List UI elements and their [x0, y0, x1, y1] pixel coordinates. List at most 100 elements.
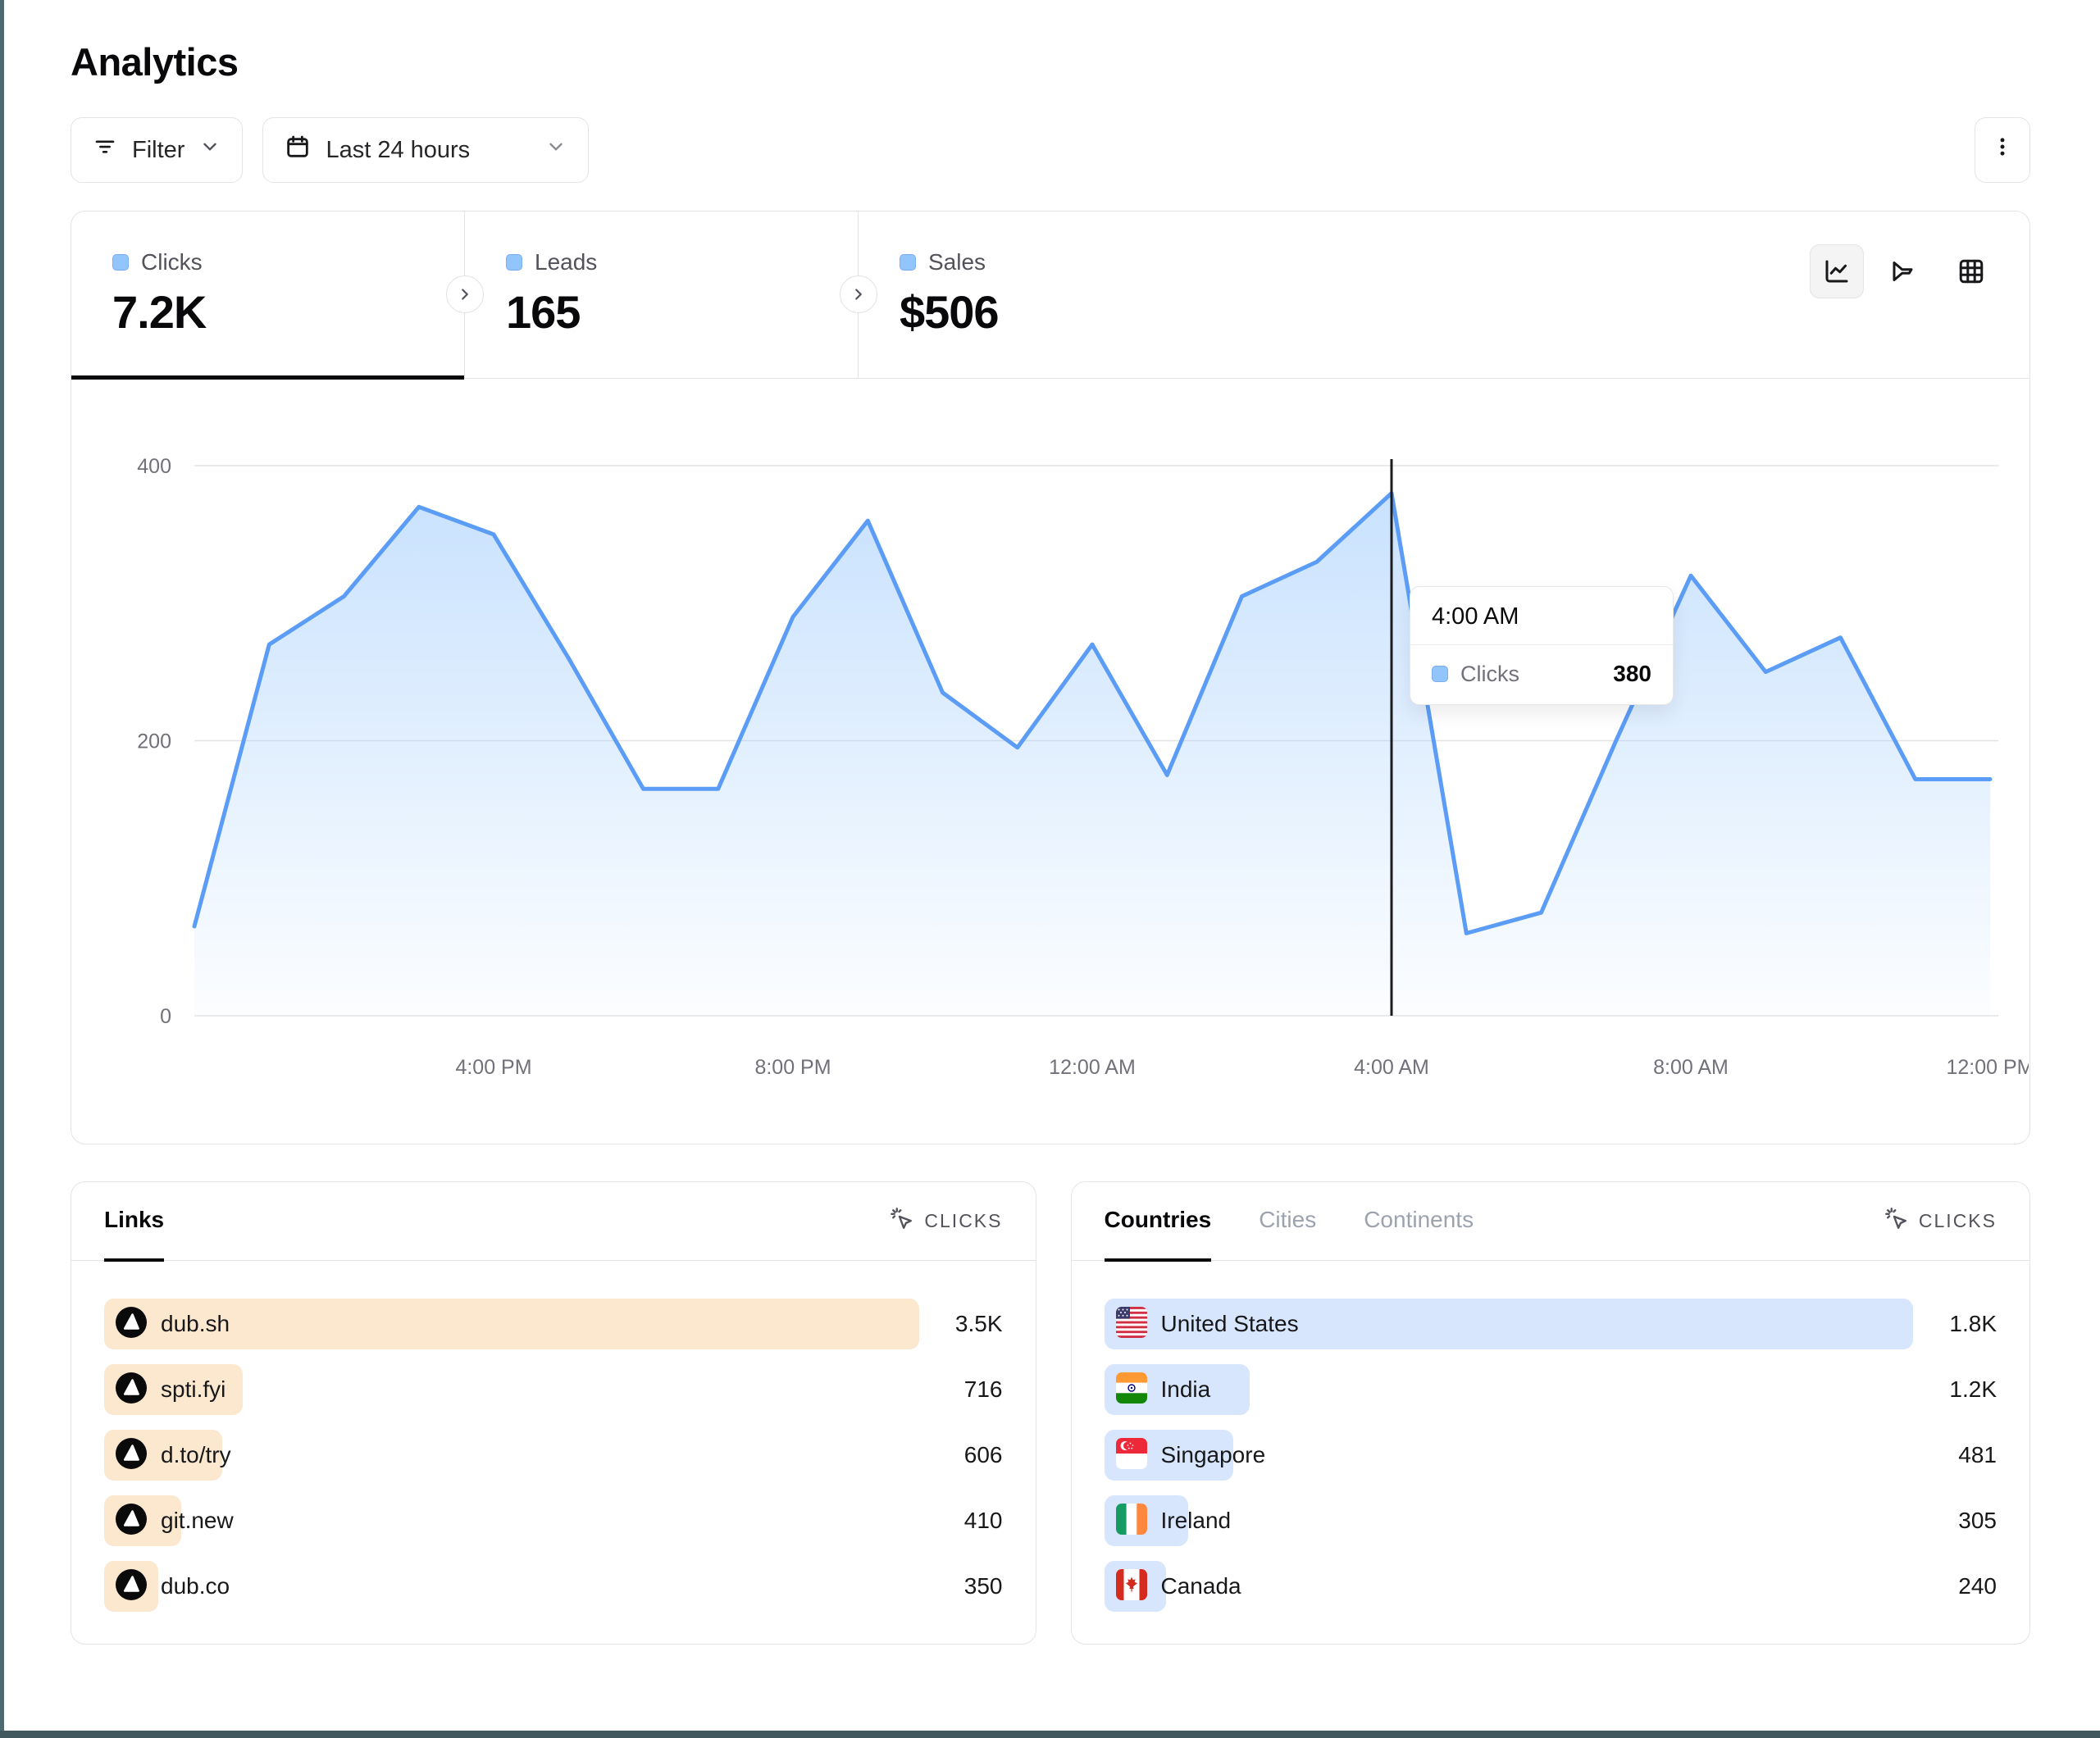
analytics-chart-card: Clicks 7.2K Leads 165 Sales $506 — [71, 211, 2034, 1144]
dub-logo-icon — [116, 1372, 147, 1408]
filter-button-label: Filter — [132, 136, 185, 163]
svg-text:400: 400 — [137, 455, 171, 478]
sales-tab-value: $506 — [900, 286, 1000, 338]
table-row[interactable]: Canada 240 — [1104, 1561, 1997, 1612]
tab-countries[interactable]: Countries — [1104, 1182, 1212, 1262]
row-label: d.to/try — [161, 1442, 231, 1467]
countries-metric-selector[interactable]: CLICKS — [1884, 1182, 1997, 1260]
ca-flag-icon — [1115, 1568, 1147, 1604]
clicks-time-series-chart: 400 200 0 4:00 PM 8:00 PM 12:00 AM 4:00 AM 8:00… — [71, 379, 2034, 1144]
row-value: 240 — [1958, 1573, 1997, 1599]
dub-logo-icon — [116, 1306, 147, 1342]
value-bar — [104, 1299, 919, 1349]
svg-text:0: 0 — [160, 1005, 171, 1028]
bar-area: United States — [1104, 1299, 1913, 1349]
row-value: 410 — [963, 1508, 1003, 1533]
table-row[interactable]: d.to/try 606 — [104, 1430, 1003, 1481]
svg-text:12:00 PM: 12:00 PM — [1946, 1056, 2029, 1079]
tab-sales[interactable]: Sales $506 — [859, 212, 1252, 378]
clicks-legend-chip — [1432, 666, 1448, 682]
page-title: Analytics — [71, 40, 239, 84]
table-row[interactable]: United States 1.8K — [1104, 1299, 1997, 1349]
more-options-button[interactable] — [1975, 117, 2030, 183]
tooltip-value: 380 — [1613, 661, 1651, 686]
svg-text:200: 200 — [137, 730, 171, 753]
sales-tab-label: Sales — [928, 249, 986, 275]
bar-area: India — [1104, 1364, 1914, 1415]
table-row[interactable]: dub.co 350 — [104, 1561, 1003, 1612]
ie-flag-icon — [1115, 1503, 1147, 1539]
bar-area: spti.fyi — [104, 1364, 919, 1415]
tooltip-time: 4:00 AM — [1410, 587, 1673, 645]
tab-cities[interactable]: Cities — [1259, 1207, 1317, 1233]
dub-logo-icon — [116, 1568, 147, 1604]
row-value: 3.5K — [954, 1311, 1003, 1336]
row-label: spti.fyi — [161, 1376, 226, 1402]
date-range-label: Last 24 hours — [326, 136, 471, 163]
date-range-button[interactable]: Last 24 hours — [262, 117, 590, 183]
table-view-toggle[interactable] — [1944, 244, 1998, 298]
calendar-icon — [285, 134, 311, 166]
in-flag-icon — [1115, 1372, 1147, 1408]
bar-area: dub.co — [104, 1561, 919, 1612]
bar-area: git.new — [104, 1495, 919, 1546]
filter-button[interactable]: Filter — [71, 117, 244, 183]
table-row[interactable]: Ireland 305 — [1104, 1495, 1997, 1546]
row-label: dub.sh — [161, 1311, 230, 1336]
row-value: 1.2K — [1949, 1376, 1997, 1402]
svg-text:4:00 PM: 4:00 PM — [455, 1056, 531, 1079]
leads-tab-label: Leads — [535, 249, 598, 275]
chevron-down-icon — [199, 136, 221, 164]
row-value: 305 — [1958, 1508, 1997, 1533]
row-value: 350 — [963, 1573, 1003, 1599]
us-flag-icon — [1115, 1306, 1147, 1342]
clicks-tab-value: 7.2K — [112, 286, 207, 338]
bar-area: dub.sh — [104, 1299, 919, 1349]
bar-area: Singapore — [1104, 1430, 1914, 1481]
row-label: Canada — [1160, 1573, 1241, 1599]
row-label: Singapore — [1160, 1442, 1266, 1467]
analytics-page: Analytics Filter Last 24 hours — [71, 40, 2034, 1645]
kebab-menu-icon — [1991, 135, 2014, 165]
next-metric-button[interactable] — [446, 275, 484, 313]
table-row[interactable]: git.new 410 — [104, 1495, 1003, 1546]
table-row[interactable]: India 1.2K — [1104, 1364, 1997, 1415]
links-panel: Links CLICKS dub.sh 3.5K spti.fyi 716 d.to/t… — [71, 1181, 1036, 1645]
filter-icon — [93, 134, 117, 166]
tab-clicks[interactable]: Clicks 7.2K — [71, 212, 465, 380]
metric-tabs: Clicks 7.2K Leads 165 Sales $506 — [71, 212, 2029, 380]
row-value: 606 — [963, 1442, 1003, 1467]
svg-text:4:00 AM: 4:00 AM — [1354, 1056, 1429, 1079]
toolbar: Filter Last 24 hours — [71, 117, 2030, 183]
bar-area: Canada — [1104, 1561, 1914, 1612]
tab-continents[interactable]: Continents — [1364, 1207, 1474, 1233]
countries-panel: Countries Cities Continents CLICKS Unite… — [1070, 1181, 2030, 1645]
leads-tab-value: 165 — [506, 286, 581, 338]
clicks-legend-chip — [112, 254, 129, 271]
links-metric-selector[interactable]: CLICKS — [890, 1182, 1002, 1260]
table-row[interactable]: Singapore 481 — [1104, 1430, 1997, 1481]
sg-flag-icon — [1115, 1437, 1147, 1473]
row-value: 716 — [963, 1376, 1003, 1402]
line-chart-toggle[interactable] — [1810, 244, 1864, 298]
row-value: 1.8K — [1949, 1311, 1997, 1336]
row-label: United States — [1160, 1311, 1299, 1336]
value-bar — [1104, 1299, 1913, 1349]
countries-metric-label: CLICKS — [1918, 1210, 1997, 1231]
chevron-down-icon — [545, 136, 567, 164]
clicks-tab-label: Clicks — [141, 249, 203, 275]
tab-links[interactable]: Links — [104, 1182, 165, 1262]
row-label: Ireland — [1160, 1508, 1232, 1533]
row-label: git.new — [161, 1508, 234, 1533]
tab-leads[interactable]: Leads 165 — [465, 212, 859, 378]
svg-text:12:00 AM: 12:00 AM — [1049, 1056, 1136, 1079]
leads-legend-chip — [506, 254, 522, 271]
table-row[interactable]: dub.sh 3.5K — [104, 1299, 1003, 1349]
area-chart: 400 200 0 4:00 PM 8:00 PM 12:00 AM 4:00 AM 8:00… — [137, 455, 2034, 1079]
dub-logo-icon — [116, 1437, 147, 1473]
funnel-chart-toggle[interactable] — [1877, 244, 1931, 298]
next-metric-button[interactable] — [840, 275, 877, 313]
cursor-click-icon — [1884, 1207, 1909, 1236]
table-row[interactable]: spti.fyi 716 — [104, 1364, 1003, 1415]
tooltip-series-label: Clicks — [1460, 661, 1519, 686]
